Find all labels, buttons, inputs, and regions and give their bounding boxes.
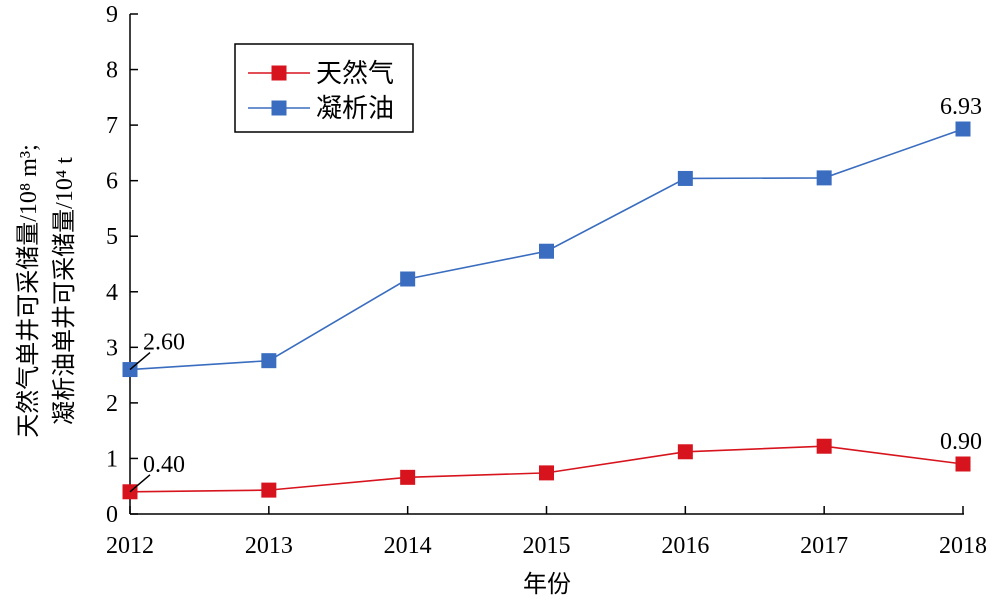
x-tick-label: 2017: [800, 533, 848, 559]
legend: 天然气 凝析油: [234, 43, 414, 133]
y-tick-label: 4: [106, 280, 118, 306]
annotation-leader: [129, 351, 151, 371]
y-tick-labels: 0 1 2 3 4 5 6 7 8 9: [106, 2, 118, 528]
x-tick-label: 2016: [661, 533, 709, 559]
data-label: 0.40: [143, 452, 185, 478]
data-point-marker: [955, 456, 971, 472]
series-group: [122, 121, 971, 500]
y-axis-label-line2: 凝析油单井可采储量/10⁴ t: [51, 157, 78, 425]
data-point-marker: [677, 170, 693, 186]
legend-label-oil: 凝析油: [316, 94, 394, 123]
data-label: 0.90: [940, 429, 982, 455]
y-tick-label: 2: [106, 391, 118, 417]
data-label: 6.93: [940, 94, 982, 120]
y-tick-label: 1: [106, 446, 118, 472]
y-tick-label: 5: [106, 224, 118, 250]
axes: [129, 13, 964, 515]
data-point-marker: [261, 353, 277, 369]
data-point-marker: [816, 438, 832, 454]
x-tick-label: 2012: [106, 533, 154, 559]
data-point-marker: [539, 465, 554, 481]
data-point-marker: [261, 482, 277, 498]
data-point-marker: [400, 469, 416, 485]
legend-box: [234, 43, 414, 133]
data-point-marker: [400, 271, 416, 287]
y-tick-label: 7: [106, 113, 118, 139]
x-tick-label: 2014: [384, 533, 432, 559]
data-point-marker: [677, 444, 693, 460]
data-point-marker: [816, 170, 832, 186]
data-point-marker: [539, 243, 554, 259]
annotation-leader: [129, 474, 151, 493]
annotations: 2.60 6.93 0.40 0.90: [129, 94, 982, 493]
y-axis-label: 天然气单井可采储量/10⁸ m³;: [15, 144, 42, 438]
x-axis-label: 年份: [523, 571, 571, 598]
x-tick-label: 2015: [523, 533, 571, 559]
y-tick-label: 6: [106, 169, 118, 195]
legend-marker-oil: [271, 100, 287, 116]
y-tick-label: 8: [106, 58, 118, 84]
x-tick-label: 2018: [939, 533, 987, 559]
data-label: 2.60: [143, 330, 185, 356]
x-tick-label: 2013: [245, 533, 293, 559]
y-tick-label: 9: [106, 2, 118, 28]
x-tick-labels: 2012 2013 2014 2015 2016 2017 2018: [106, 533, 987, 559]
y-tick-label: 3: [106, 335, 118, 361]
y-axis-label-2: 凝析油单井可采储量/10⁴ t: [51, 157, 78, 425]
data-point-marker: [955, 121, 971, 137]
y-axis-label-line1: 天然气单井可采储量/10⁸ m³;: [15, 144, 42, 438]
legend-marker-gas: [271, 65, 287, 81]
legend-label-gas: 天然气: [316, 59, 394, 88]
y-tick-label: 0: [106, 502, 118, 528]
